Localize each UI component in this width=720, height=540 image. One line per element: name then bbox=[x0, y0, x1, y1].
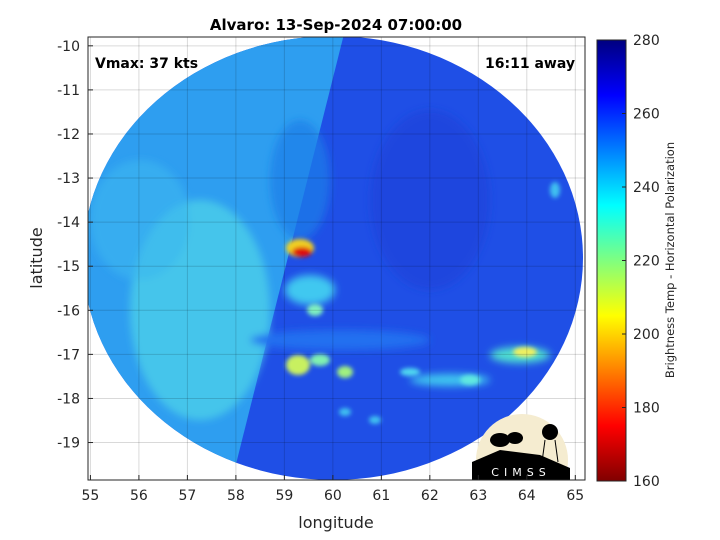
y-tick-label: -12 bbox=[57, 127, 80, 143]
time-away-annotation: 16:11 away bbox=[485, 56, 575, 72]
grid bbox=[88, 37, 585, 480]
colorbar-tick-label: 200 bbox=[633, 327, 660, 343]
x-tick-label: 60 bbox=[324, 488, 342, 504]
x-tick-label: 61 bbox=[372, 488, 390, 504]
colorbar-tick-label: 180 bbox=[633, 401, 660, 417]
x-tick-label: 57 bbox=[178, 488, 196, 504]
x-tick-label: 56 bbox=[130, 488, 148, 504]
swath-image bbox=[88, 37, 583, 480]
x-tick-label: 62 bbox=[421, 488, 439, 504]
axis-ticks: 55 56 57 58 59 60 61 62 63 64 65 -10 -11 -12 -13 -14 -15… bbox=[57, 39, 584, 504]
y-tick-label: -14 bbox=[57, 215, 80, 231]
x-tick-label: 55 bbox=[82, 488, 100, 504]
colorbar-ticks: 160 180 200 220 240 260 280 bbox=[622, 33, 660, 490]
colorbar-tick-label: 280 bbox=[633, 33, 660, 49]
cimss-logo: CIMSS bbox=[472, 414, 570, 480]
colorbar-tick-label: 240 bbox=[633, 180, 660, 196]
y-tick-label: -17 bbox=[57, 347, 80, 363]
y-tick-label: -16 bbox=[57, 303, 80, 319]
x-tick-label: 64 bbox=[518, 488, 536, 504]
y-tick-label: -11 bbox=[57, 83, 80, 99]
logo-text: CIMSS bbox=[491, 466, 550, 479]
x-axis-label: longitude bbox=[298, 513, 373, 532]
x-tick-label: 65 bbox=[566, 488, 584, 504]
x-tick-label: 63 bbox=[469, 488, 487, 504]
plot-area: CIMSS bbox=[88, 37, 585, 480]
colorbar-tick-label: 160 bbox=[633, 474, 660, 490]
x-tick-label: 58 bbox=[227, 488, 245, 504]
colorbar-tick-label: 260 bbox=[633, 107, 660, 123]
y-tick-label: -19 bbox=[57, 436, 80, 452]
colorbar-tick-label: 220 bbox=[633, 254, 660, 270]
axes-box bbox=[87, 36, 586, 481]
y-tick-label: -13 bbox=[57, 171, 80, 187]
y-tick-label: -18 bbox=[57, 391, 80, 407]
x-tick-label: 59 bbox=[275, 488, 293, 504]
y-tick-label: -10 bbox=[57, 39, 80, 55]
y-axis-label: latitude bbox=[27, 227, 46, 288]
colorbar-label: Brightness Temp - Horizontal Polarizatio… bbox=[663, 142, 677, 378]
chart-title: Alvaro: 13-Sep-2024 07:00:00 bbox=[210, 16, 462, 34]
colorbar bbox=[596, 39, 627, 482]
cold-core bbox=[292, 247, 312, 257]
vmax-annotation: Vmax: 37 kts bbox=[95, 56, 198, 72]
convective-cells bbox=[286, 182, 560, 424]
y-tick-label: -15 bbox=[57, 259, 80, 275]
